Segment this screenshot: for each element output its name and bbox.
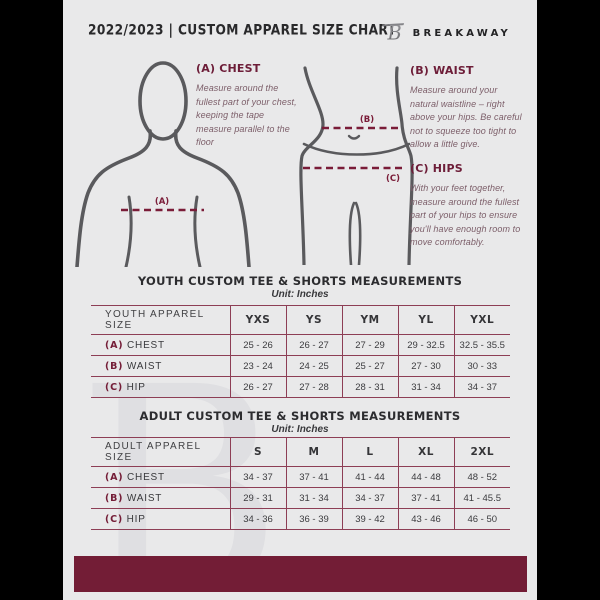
page: B 2022/2023 | CUSTOM APPAREL SIZE CHART …	[63, 0, 537, 600]
cell: 34 - 37	[229, 466, 286, 488]
waist-instructions: (B) WAIST Measure around your natural wa…	[410, 64, 528, 152]
cell: 26 - 27	[229, 376, 286, 398]
youth-col-ym: YM	[341, 305, 398, 335]
table-row: (C) HIP 34 - 36 36 - 39 39 - 42 43 - 46 …	[91, 508, 510, 530]
cell: 34 - 36	[229, 508, 286, 530]
left-shoulder-arm	[75, 129, 153, 267]
torso-figure: (A)	[75, 61, 251, 267]
adult-table-title: ADULT CUSTOM TEE & SHORTS MEASUREMENTS	[139, 409, 461, 423]
cell: 41 - 44	[341, 466, 398, 488]
svg-text:B: B	[386, 21, 401, 44]
cell: 30 - 33	[453, 355, 510, 377]
waist-line-label: (B)	[360, 115, 374, 125]
chest-line-label: (A)	[155, 197, 169, 207]
cell: 32.5 - 35.5	[453, 334, 510, 356]
youth-table-unit: Unit: Inches	[271, 289, 329, 300]
adult-hip-label: (C) HIP	[91, 508, 230, 530]
left-inner-leg	[348, 201, 356, 265]
adult-col-l: L	[341, 437, 398, 467]
youth-col-yxl: YXL	[453, 305, 510, 335]
table-row: (B) WAIST 29 - 31 31 - 34 34 - 37 37 - 4…	[91, 487, 510, 509]
cell: 36 - 39	[285, 508, 342, 530]
waist-text: Measure around your natural waistline – …	[410, 85, 522, 149]
waistband-curve	[302, 142, 411, 156]
right-inner-arm	[193, 195, 202, 267]
cell: 26 - 27	[285, 334, 342, 356]
cell: 28 - 31	[341, 376, 398, 398]
cell: 27 - 29	[341, 334, 398, 356]
cell: 43 - 46	[397, 508, 454, 530]
cell: 46 - 50	[453, 508, 510, 530]
youth-table-title: YOUTH CUSTOM TEE & SHORTS MEASUREMENTS	[137, 274, 463, 288]
adult-table-unit: Unit: Inches	[271, 424, 329, 435]
table-row: (C) HIP 26 - 27 27 - 28 28 - 31 31 - 34 …	[91, 376, 510, 398]
cell: 37 - 41	[285, 466, 342, 488]
cell: 29 - 32.5	[397, 334, 454, 356]
cell: 41 - 45.5	[453, 487, 510, 509]
right-hip-leg-outline	[395, 66, 414, 265]
cell: 48 - 52	[453, 466, 510, 488]
chest-heading: (A) CHEST	[196, 62, 261, 75]
cell: 44 - 48	[397, 466, 454, 488]
cell: 27 - 30	[397, 355, 454, 377]
chest-text: Measure around the fullest part of your …	[196, 83, 297, 147]
youth-header-row: YOUTH APPAREL SIZE YXS YS YM YL YXL	[91, 305, 510, 335]
right-inner-leg	[354, 201, 362, 265]
page-title: 2022/2023 | CUSTOM APPAREL SIZE CHART	[88, 22, 397, 39]
lower-body-figure: (B) (C)	[299, 66, 414, 265]
brand-lockup: B BREAKAWAY	[381, 18, 511, 49]
cell: 31 - 34	[397, 376, 454, 398]
head-outline	[138, 61, 188, 141]
cell: 29 - 31	[229, 487, 286, 509]
breakaway-logo-icon: B	[381, 18, 405, 49]
brand-name: BREAKAWAY	[412, 28, 511, 39]
youth-chest-label: (A) CHEST	[91, 334, 230, 356]
adult-size-header: ADULT APPAREL SIZE	[91, 437, 230, 467]
cell: 23 - 24	[229, 355, 286, 377]
hips-heading: (C) HIPS	[410, 162, 463, 175]
adult-header-row: ADULT APPAREL SIZE S M L XL 2XL	[91, 437, 510, 467]
waist-heading: (B) WAIST	[410, 64, 474, 77]
adult-size-table: ADULT APPAREL SIZE S M L XL 2XL (A) CHES…	[91, 437, 510, 530]
footer-accent-bar	[74, 556, 527, 592]
chest-instructions: (A) CHEST Measure around the fullest par…	[196, 62, 300, 150]
cell: 24 - 25	[285, 355, 342, 377]
right-shoulder-arm	[173, 129, 251, 267]
youth-col-yl: YL	[397, 305, 454, 335]
cell: 39 - 42	[341, 508, 398, 530]
left-hip-leg-outline	[299, 66, 325, 265]
youth-col-ys: YS	[285, 305, 342, 335]
adult-waist-label: (B) WAIST	[91, 487, 230, 509]
adult-col-2xl: 2XL	[453, 437, 510, 467]
table-row: (A) CHEST 34 - 37 37 - 41 41 - 44 44 - 4…	[91, 466, 510, 488]
youth-col-yxs: YXS	[229, 305, 286, 335]
hips-instructions: (C) HIPS With your feet together, measur…	[410, 162, 532, 250]
cell: 37 - 41	[397, 487, 454, 509]
youth-waist-label: (B) WAIST	[91, 355, 230, 377]
cell: 25 - 26	[229, 334, 286, 356]
adult-col-m: M	[285, 437, 342, 467]
youth-size-header: YOUTH APPAREL SIZE	[91, 305, 230, 335]
table-row: (A) CHEST 25 - 26 26 - 27 27 - 29 29 - 3…	[91, 334, 510, 356]
table-row: (B) WAIST 23 - 24 24 - 25 25 - 27 27 - 3…	[91, 355, 510, 377]
cell: 31 - 34	[285, 487, 342, 509]
left-inner-arm	[124, 195, 133, 267]
adult-col-s: S	[229, 437, 286, 467]
hips-line-label: (C)	[386, 174, 400, 184]
cell: 25 - 27	[341, 355, 398, 377]
cell: 27 - 28	[285, 376, 342, 398]
adult-col-xl: XL	[397, 437, 454, 467]
cell: 34 - 37	[341, 487, 398, 509]
youth-size-table: YOUTH APPAREL SIZE YXS YS YM YL YXL (A) …	[91, 305, 510, 398]
navel-mark	[347, 134, 361, 140]
youth-hip-label: (C) HIP	[91, 376, 230, 398]
hips-text: With your feet together, measure around …	[410, 183, 521, 247]
adult-chest-label: (A) CHEST	[91, 466, 230, 488]
cell: 34 - 37	[453, 376, 510, 398]
